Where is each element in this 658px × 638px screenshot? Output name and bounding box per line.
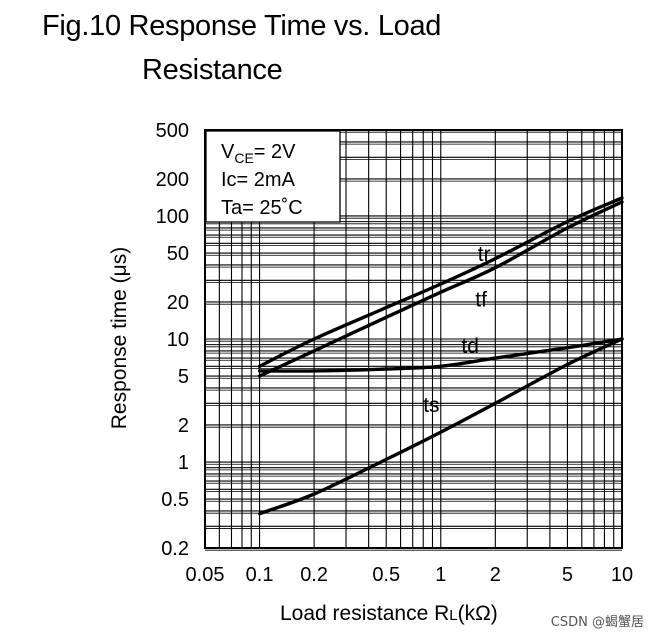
x-axis-label: Load resistance RL(kΩ) [280,602,498,625]
curve-label-td: td [461,335,479,358]
series-line-tf [257,200,624,378]
y-tick-label: 0.2 [161,538,189,560]
curves [257,196,624,516]
y-tick-label: 2 [178,415,189,437]
y-tick-label: 200 [156,169,189,191]
x-tick-label: 1 [435,564,446,586]
x-tick-label: 0.5 [372,564,400,586]
series-line-ts [257,337,624,516]
series-line-td [257,337,624,373]
y-tick-label: 0.5 [161,489,189,511]
y-tick-label: 100 [156,206,189,228]
condition-vce: VCE= 2V [221,141,296,166]
tick-labels: 0.05 0.1 0.2 0.5 1 2 5 10 500 200 100 50 20 10 5 2 1 0.5 0… [156,120,634,586]
conditions-box: VCE= 2V Ic= 2mA Ta= 25˚C [205,130,341,223]
y-tick-label: 10 [167,329,189,351]
x-tick-label: 2 [490,564,501,586]
curve-label-tr: tr [478,243,491,266]
chart-title-line2: Resistance [142,54,283,86]
x-tick-label: 10 [611,564,633,586]
x-tick-label: 0.05 [186,564,225,586]
watermark: CSDN @蝎蟹居 [550,615,644,630]
curve-label-ts: ts [423,394,439,417]
curve-label-tf: tf [475,288,487,311]
condition-ic: Ic= 2mA [221,169,296,191]
y-tick-label: 20 [167,292,189,314]
condition-ta: Ta= 25˚C [221,197,303,219]
x-tick-label: 5 [562,564,573,586]
y-axis-label: Response time (μs) [108,247,131,430]
chart-title-line1: Fig.10 Response Time vs. Load [42,10,442,42]
x-tick-label: 0.2 [300,564,328,586]
y-tick-label: 500 [156,120,189,142]
y-tick-label: 5 [178,366,189,388]
y-tick-label: 50 [167,243,189,265]
x-tick-label: 0.1 [246,564,274,586]
series-line-tr [257,196,624,368]
y-tick-label: 1 [178,452,189,474]
